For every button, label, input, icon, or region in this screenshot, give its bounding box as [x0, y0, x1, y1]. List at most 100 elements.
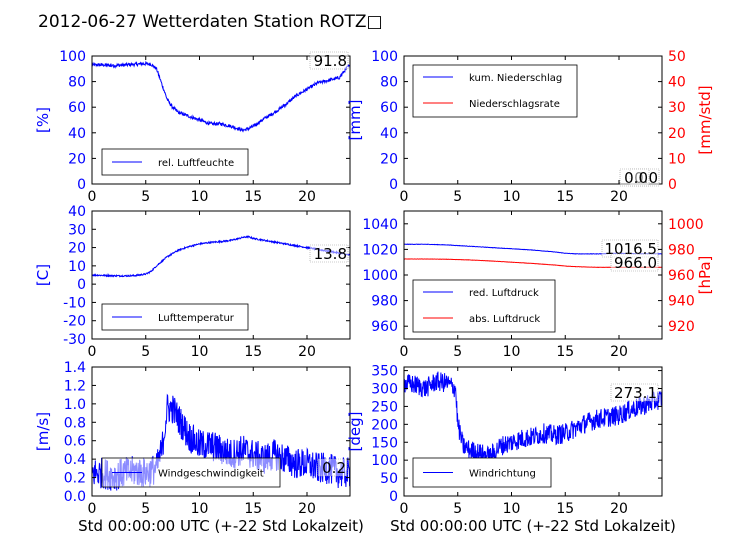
y-tick-label: 20	[380, 151, 398, 167]
page-title: 2012-06-27 Wetterdaten Station ROTZ□	[38, 12, 383, 32]
x-tick-label: 0	[400, 501, 409, 517]
x-axis-label: Std 00:00:00 UTC (+-22 Std Lokalzeit)	[78, 517, 364, 535]
y-tick-label: 300	[371, 382, 398, 398]
x-tick-label: 20	[298, 344, 316, 360]
y-right-tick-label: 980	[668, 242, 695, 258]
value-annotation: 273.1	[614, 384, 657, 402]
x-tick-label: 5	[141, 189, 150, 205]
y-tick-label: 200	[371, 417, 398, 433]
y-tick-label: 980	[371, 294, 398, 310]
legend-box-precip	[412, 64, 578, 118]
y-tick-label: 80	[68, 75, 86, 91]
y-axis-label: [mm]	[346, 100, 364, 141]
y-tick-label: 1.0	[64, 397, 86, 413]
y-tick-label: 1040	[362, 217, 398, 233]
value-annotation-box	[619, 168, 650, 187]
x-tick-label: 20	[610, 344, 628, 360]
y-right-tick-label: 940	[668, 294, 695, 310]
y-tick-label: -10	[63, 295, 86, 311]
x-tick-label: 0	[88, 189, 97, 205]
x-tick-label: 10	[503, 501, 521, 517]
x-tick-label: 0	[88, 501, 97, 517]
y-tick-label: 1020	[362, 242, 398, 258]
y-tick-label: 60	[68, 100, 86, 116]
y-tick-label: 1.4	[64, 360, 86, 376]
x-tick-label: 10	[191, 189, 209, 205]
y-tick-label: 0.4	[64, 452, 86, 468]
y-tick-label: 0.0	[64, 489, 86, 505]
x-tick-label: 5	[141, 501, 150, 517]
y-tick-label: 40	[380, 126, 398, 142]
y-tick-label: -20	[63, 314, 86, 330]
x-tick-label: 20	[298, 501, 316, 517]
y-right-tick-label: 960	[668, 268, 695, 284]
y-tick-label: 250	[371, 399, 398, 415]
x-tick-label: 20	[298, 189, 316, 205]
y-right-tick-label: 920	[668, 319, 695, 335]
value-annotation: 966.0	[614, 254, 657, 272]
x-tick-label: 5	[453, 344, 462, 360]
x-tick-label: 20	[610, 189, 628, 205]
y-right-axis-label: [mm/std]	[696, 85, 714, 154]
y-tick-label: 20	[68, 241, 86, 257]
x-tick-label: 0	[400, 344, 409, 360]
y-tick-label: 0.6	[64, 434, 86, 450]
value-annotation: 0.2	[322, 459, 346, 477]
x-tick-label: 5	[453, 189, 462, 205]
x-tick-label: 15	[244, 344, 262, 360]
legend-label: Niederschlagsrate	[469, 99, 560, 110]
legend-label: kum. Niederschlag	[469, 73, 562, 84]
value-annotation-box	[610, 253, 659, 272]
x-tick-label: 15	[556, 189, 574, 205]
legend-label: rel. Luftfeuchte	[158, 158, 234, 169]
y-axis-label: [deg]	[346, 412, 364, 452]
value-annotation: 1016.5	[605, 240, 658, 258]
y-tick-label: 100	[59, 49, 86, 65]
x-tick-label: 0	[400, 189, 409, 205]
value-annotation-box	[317, 458, 348, 477]
y-axis-label: [C]	[34, 264, 52, 286]
x-tick-label: 15	[244, 189, 262, 205]
x-tick-label: 0	[88, 344, 97, 360]
y-right-tick-label: 10	[668, 151, 686, 167]
value-annotation: 91.8	[314, 52, 347, 70]
plot-frame-wind_direction	[403, 366, 663, 497]
y-tick-label: 150	[371, 435, 398, 451]
legend-box-pressure	[412, 279, 556, 333]
legend-label: abs. Luftdruck	[469, 314, 540, 325]
y-tick-label: 1.2	[64, 378, 86, 394]
y-tick-label: 10	[68, 259, 86, 275]
y-right-tick-label: 20	[668, 126, 686, 142]
y-tick-label: 20	[68, 151, 86, 167]
value-annotation-box	[309, 244, 349, 263]
y-tick-label: -30	[63, 332, 86, 348]
y-axis-label: [%]	[34, 107, 52, 133]
x-axis-label: Std 00:00:00 UTC (+-22 Std Lokalzeit)	[390, 517, 676, 535]
y-tick-label: 40	[68, 204, 86, 220]
y-tick-label: 0.8	[64, 415, 86, 431]
x-tick-label: 15	[556, 501, 574, 517]
y-right-axis-label: [hPa]	[696, 256, 714, 295]
y-right-tick-label: 50	[668, 49, 686, 65]
y-tick-label: 100	[371, 453, 398, 469]
x-tick-label: 20	[610, 501, 628, 517]
value-annotation-box	[610, 383, 659, 402]
plot-frame-precip	[403, 55, 663, 185]
value-annotation-box	[309, 51, 349, 70]
y-tick-label: 350	[371, 364, 398, 380]
y-right-tick-label: 1000	[668, 217, 704, 233]
x-tick-label: 10	[503, 344, 521, 360]
y-right-tick-label: 40	[668, 75, 686, 91]
y-tick-label: 0	[389, 489, 398, 505]
x-tick-label: 10	[503, 189, 521, 205]
plot-frame-humidity	[91, 55, 351, 185]
y-tick-label: 0	[77, 277, 86, 293]
series-line-temperature-0	[92, 235, 350, 278]
y-right-tick-label: 30	[668, 100, 686, 116]
y-tick-label: 60	[380, 100, 398, 116]
legend-label: Windrichtung	[469, 469, 536, 480]
y-tick-label: 0	[389, 177, 398, 193]
x-tick-label: 10	[191, 501, 209, 517]
